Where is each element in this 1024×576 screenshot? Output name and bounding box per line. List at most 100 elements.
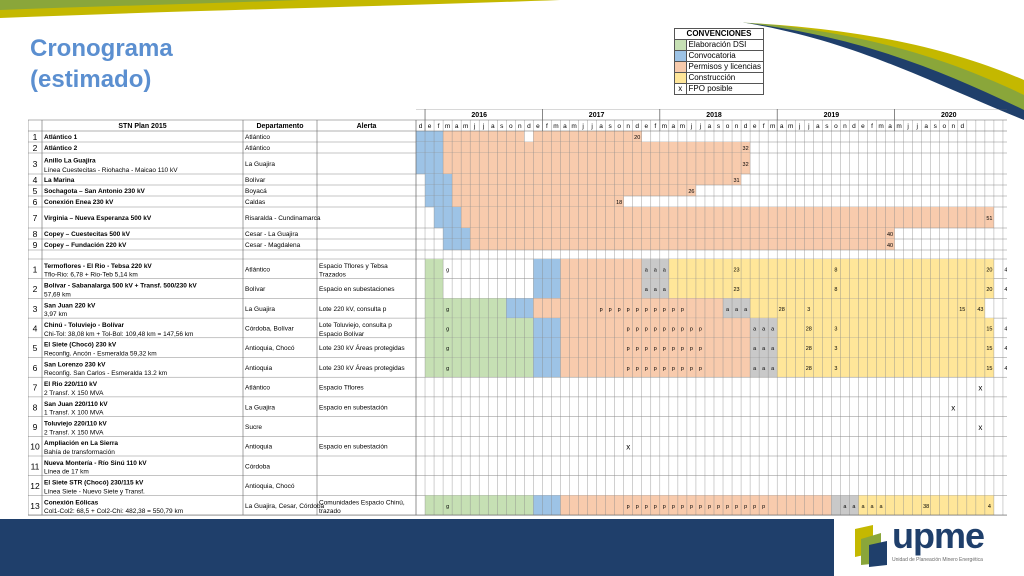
project-detail: Chi-Tol: 38,08 km + Tol-Bol: 109,48 km =… [44,331,193,338]
schedule-mark: a [744,307,748,313]
schedule-mark: 43 [977,307,983,313]
project-name: Virginia – Nueva Esperanza 500 kV [44,215,152,222]
schedule-mark: p [672,346,675,352]
gantt-bar-perm [443,131,525,142]
month-label: a [672,123,676,130]
schedule-mark: p [753,504,756,510]
legend-swatch-elaboracion [674,39,687,51]
gantt-bar-conv [425,185,453,196]
month-label: m [463,123,468,130]
gantt-bar-conv [533,337,561,358]
row-number: 1 [33,132,38,142]
schedule-mark: 15 [986,346,992,352]
alert-text: Lote Toluviejo, consulta p [319,322,392,329]
gantt-bar-conv [533,495,561,516]
month-label: n [951,123,955,130]
month-label: j [581,123,583,130]
project-name: Nueva Montería - Río Sinú 110 kV [44,460,147,467]
project-detail: 2 Transf. X 150 MVA [44,429,104,436]
schedule-mark: p [654,366,657,372]
schedule-mark: p [681,307,684,313]
schedule-mark: a [735,307,739,313]
schedule-mark: 15 [986,326,992,332]
month-label: a [888,123,892,130]
schedule-mark: p [654,326,657,332]
row-number: 2 [33,284,38,294]
gantt-bar-conv [533,357,561,378]
project-detail: Reconfig. Ancón - Esmeralda 59,32 km [44,351,157,358]
month-label: a [563,123,567,130]
month-label: n [518,123,522,130]
page-title-line2: (estimado) [30,66,152,93]
schedule-mark: p [663,326,666,332]
project-name: San Juan 220 kV [44,302,96,309]
month-label: j [807,123,809,130]
department-name: Antioquia, Chocó [245,345,295,352]
project-name: Atlántico 1 [44,134,78,141]
schedule-mark: a [762,326,766,332]
schedule-mark: p [627,326,630,332]
gantt-bar-perm [470,239,895,250]
month-label: d [961,123,965,130]
project-name: Conexión Eólicas [44,499,99,506]
schedule-mark: p [690,346,693,352]
schedule-mark: g [446,307,449,313]
month-label: m [571,123,576,130]
schedule-mark: p [681,366,684,372]
schedule-mark: 4 [988,504,991,510]
schedule-mark: 40 [887,243,893,249]
month-label: a [455,123,459,130]
schedule-mark: a [870,504,874,510]
gantt-bar-gray [831,495,859,516]
department-name: Atlántico [245,145,270,152]
schedule-mark: 3 [807,307,810,313]
project-name: Toluviejo 220/110 kV [44,420,107,427]
month-label: e [644,123,648,130]
month-label: a [924,123,928,130]
alert-text: Lote 230 kV Áreas protegidas [319,343,405,352]
project-name: Termoflores - El Rio - Tebsa 220 kV [44,263,152,270]
schedule-mark: 40 [887,232,893,238]
fpo-mark: x [978,384,982,393]
alert-text: Espacio en subestaciones [319,286,395,293]
schedule-mark: 31 [734,178,740,184]
department-name: Antioquia [245,444,272,451]
schedule-mark: 28 [806,366,812,372]
schedule-mark: p [681,326,684,332]
schedule-mark: a [852,504,856,510]
schedule-mark: a [771,366,775,372]
schedule-mark: a [645,287,649,293]
schedule-mark: g [446,326,449,332]
schedule-mark: p [636,326,639,332]
project-detail: 3,97 km [44,311,67,318]
schedule-mark: p [645,366,648,372]
schedule-mark: p [735,504,738,510]
month-label: o [509,123,513,130]
month-label: m [896,123,901,130]
month-label: e [861,123,865,130]
schedule-mark: 28 [779,307,785,313]
project-detail: Línea Siete - Nuevo Siete y Transf. [44,488,145,495]
gantt-bar-conv [416,142,444,153]
department-name: Atlántico [245,266,270,273]
month-label: a [599,123,603,130]
schedule-mark: a [771,326,775,332]
department-name: Atlántico [245,385,270,392]
department-name: Boyacá [245,188,267,195]
schedule-mark: a [880,504,884,510]
project-name: El Siete STR (Chocó) 230/115 kV [44,480,144,487]
project-name: Copey – Fundación 220 kV [44,242,127,249]
legend-label: FPO posible [685,83,765,95]
month-label: j [798,123,800,130]
gantt-bar-conv [416,153,444,174]
project-name: Anillo La Guajira [44,158,96,165]
department-name: Cesar - Magdalena [245,242,301,249]
row-number: 7 [33,213,38,223]
schedule-mark: p [717,504,720,510]
department-name: Risaralda - Cundinamarca [245,215,321,222]
month-label: m [878,123,883,130]
department-name: Cesar - La Guajira [245,231,298,238]
department-name: Sucre [245,424,262,431]
schedule-mark: p [690,504,693,510]
schedule-mark: p [663,307,666,313]
